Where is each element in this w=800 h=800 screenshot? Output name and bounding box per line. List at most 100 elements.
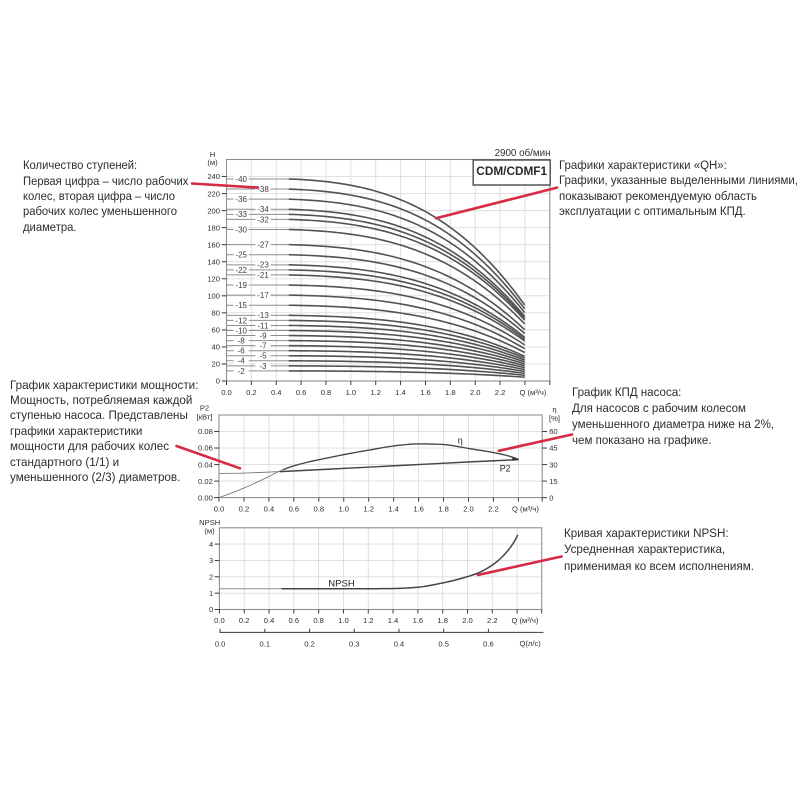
svg-text:-6: -6 <box>238 347 246 356</box>
svg-text:0.6: 0.6 <box>296 388 307 397</box>
svg-text:0.6: 0.6 <box>289 616 300 625</box>
svg-text:-8: -8 <box>238 336 246 345</box>
svg-text:0.8: 0.8 <box>321 388 332 397</box>
svg-text:1.8: 1.8 <box>445 388 456 397</box>
svg-text:-2: -2 <box>238 367 246 376</box>
svg-text:0.4: 0.4 <box>394 640 405 649</box>
svg-text:0.8: 0.8 <box>314 504 325 513</box>
svg-text:2.0: 2.0 <box>470 388 481 397</box>
svg-text:-34: -34 <box>257 205 269 214</box>
svg-text:240: 240 <box>207 172 220 181</box>
svg-text:-12: -12 <box>235 316 247 325</box>
svg-text:0.2: 0.2 <box>239 616 250 625</box>
svg-text:2.0: 2.0 <box>463 504 474 513</box>
svg-text:0.02: 0.02 <box>198 477 213 486</box>
svg-text:-33: -33 <box>235 210 247 219</box>
svg-text:-10: -10 <box>235 326 247 335</box>
svg-text:1.4: 1.4 <box>388 504 399 513</box>
svg-text:Q(л/с): Q(л/с) <box>520 639 542 648</box>
svg-text:(м): (м) <box>207 158 218 167</box>
svg-text:45: 45 <box>549 444 557 453</box>
svg-text:0.5: 0.5 <box>438 640 449 649</box>
svg-text:H: H <box>210 150 215 159</box>
svg-text:1.2: 1.2 <box>363 504 374 513</box>
svg-text:NPSH: NPSH <box>199 518 220 527</box>
svg-text:-7: -7 <box>259 342 267 351</box>
svg-text:-9: -9 <box>259 331 267 340</box>
svg-text:[кВт]: [кВт] <box>197 413 213 422</box>
svg-text:0.0: 0.0 <box>215 640 226 649</box>
svg-text:-11: -11 <box>258 321 270 330</box>
svg-text:-3: -3 <box>259 362 267 371</box>
svg-text:Q (м³/ч): Q (м³/ч) <box>512 616 539 625</box>
svg-text:60: 60 <box>549 427 557 436</box>
svg-text:0.2: 0.2 <box>239 504 250 513</box>
svg-text:180: 180 <box>207 223 220 232</box>
svg-text:0.8: 0.8 <box>313 616 324 625</box>
svg-text:0.2: 0.2 <box>246 388 257 397</box>
svg-text:-38: -38 <box>257 185 269 194</box>
svg-text:0: 0 <box>209 605 213 614</box>
svg-text:0.6: 0.6 <box>289 504 300 513</box>
svg-text:-13: -13 <box>257 311 269 320</box>
svg-text:1.6: 1.6 <box>420 388 431 397</box>
svg-text:Q (м³/ч): Q (м³/ч) <box>520 388 547 397</box>
svg-text:0.6: 0.6 <box>483 640 494 649</box>
svg-text:CDM/CDMF1: CDM/CDMF1 <box>476 164 547 178</box>
svg-text:1.2: 1.2 <box>363 616 374 625</box>
svg-text:4: 4 <box>209 540 213 549</box>
svg-text:15: 15 <box>549 477 557 486</box>
svg-text:1.8: 1.8 <box>438 504 449 513</box>
svg-text:0.0: 0.0 <box>214 616 225 625</box>
svg-text:-27: -27 <box>257 241 269 250</box>
svg-text:-40: -40 <box>235 175 247 184</box>
svg-text:2.2: 2.2 <box>495 388 506 397</box>
svg-text:2: 2 <box>209 573 213 582</box>
svg-text:1.8: 1.8 <box>437 616 448 625</box>
svg-text:0.0: 0.0 <box>221 388 232 397</box>
svg-text:0: 0 <box>216 377 220 386</box>
svg-text:0.08: 0.08 <box>198 427 213 436</box>
svg-text:0.04: 0.04 <box>198 460 213 469</box>
svg-text:P2: P2 <box>500 464 511 474</box>
svg-text:20: 20 <box>212 360 220 369</box>
svg-text:1.4: 1.4 <box>388 616 399 625</box>
svg-text:2900 об/мин: 2900 об/мин <box>495 148 551 159</box>
svg-text:-36: -36 <box>235 195 247 204</box>
svg-text:-22: -22 <box>235 266 247 275</box>
svg-text:2.0: 2.0 <box>462 616 473 625</box>
svg-text:2.2: 2.2 <box>487 616 498 625</box>
svg-text:NPSH: NPSH <box>328 579 355 590</box>
svg-text:(м): (м) <box>204 527 215 536</box>
svg-text:0.1: 0.1 <box>260 640 271 649</box>
svg-text:0: 0 <box>549 493 553 502</box>
svg-text:-17: -17 <box>257 291 269 300</box>
svg-text:P2: P2 <box>200 404 209 413</box>
svg-text:-15: -15 <box>235 301 247 310</box>
svg-text:3: 3 <box>209 556 213 565</box>
svg-text:60: 60 <box>212 326 220 335</box>
svg-text:0.00: 0.00 <box>198 493 213 502</box>
svg-text:0.0: 0.0 <box>214 504 225 513</box>
svg-text:-25: -25 <box>235 251 247 260</box>
svg-text:200: 200 <box>207 206 220 215</box>
svg-text:100: 100 <box>207 292 220 301</box>
svg-text:[%]: [%] <box>549 414 560 423</box>
svg-text:Q (м³/ч): Q (м³/ч) <box>512 504 539 513</box>
svg-text:140: 140 <box>207 257 220 266</box>
svg-text:1.6: 1.6 <box>413 616 424 625</box>
svg-text:-19: -19 <box>235 281 247 290</box>
svg-text:120: 120 <box>207 274 220 283</box>
svg-text:1: 1 <box>209 589 213 598</box>
svg-text:-21: -21 <box>257 271 269 280</box>
svg-text:1.0: 1.0 <box>346 388 357 397</box>
svg-text:40: 40 <box>212 343 220 352</box>
svg-text:1.4: 1.4 <box>395 388 406 397</box>
svg-text:160: 160 <box>207 240 220 249</box>
svg-text:-5: -5 <box>259 352 267 361</box>
svg-text:80: 80 <box>212 309 220 318</box>
svg-text:30: 30 <box>549 460 557 469</box>
svg-text:0.4: 0.4 <box>264 616 275 625</box>
svg-text:0.06: 0.06 <box>198 444 213 453</box>
svg-text:1.2: 1.2 <box>370 388 381 397</box>
